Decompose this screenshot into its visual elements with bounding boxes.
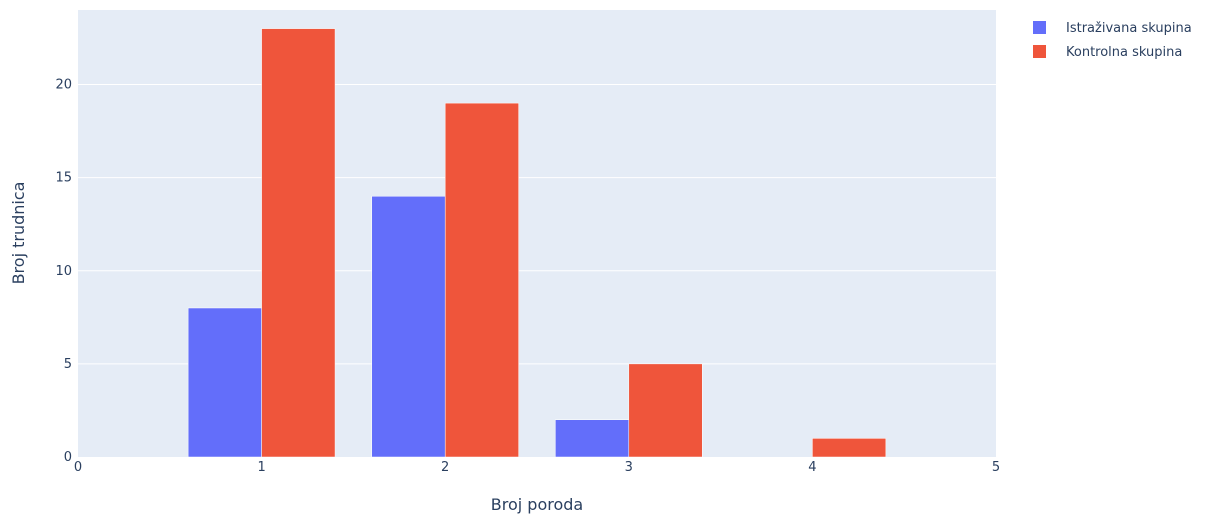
x-axis-title: Broj poroda <box>491 495 583 514</box>
bar-kontrolna-1[interactable] <box>261 28 336 458</box>
legend-swatch <box>1033 45 1046 58</box>
y-axis-title: Broj trudnica <box>9 182 28 285</box>
x-tick-label: 5 <box>992 460 1000 475</box>
x-axis-ticks: 0 1 2 3 4 5 <box>74 460 1000 475</box>
y-tick-label: 5 <box>64 357 72 372</box>
y-tick-label: 10 <box>55 264 72 279</box>
x-tick-label: 0 <box>74 460 82 475</box>
legend-item[interactable]: Istraživana skupina <box>1033 21 1192 36</box>
bar-kontrolna-2[interactable] <box>444 102 519 458</box>
x-tick-label: 3 <box>625 460 633 475</box>
x-tick-label: 4 <box>808 460 816 475</box>
bar-istrazivana-2[interactable] <box>371 196 446 458</box>
bar-istrazivana-3[interactable] <box>555 419 630 458</box>
legend-label: Istraživana skupina <box>1066 21 1192 36</box>
legend-label: Kontrolna skupina <box>1066 45 1182 60</box>
legend-swatch <box>1033 21 1046 34</box>
bar-istrazivana-1[interactable] <box>187 307 262 458</box>
bars <box>187 28 887 458</box>
legend-item[interactable]: Kontrolna skupina <box>1033 45 1182 60</box>
legend[interactable]: Istraživana skupina Kontrolna skupina <box>1033 21 1192 60</box>
x-tick-label: 2 <box>441 460 449 475</box>
y-axis-ticks: 0 5 10 15 20 <box>55 78 72 466</box>
x-tick-label: 1 <box>257 460 265 475</box>
y-tick-label: 20 <box>55 78 72 93</box>
bar-kontrolna-3[interactable] <box>628 363 703 458</box>
y-tick-label: 15 <box>55 171 72 186</box>
bar-kontrolna-4[interactable] <box>812 438 887 458</box>
y-tick-label: 0 <box>64 450 72 465</box>
